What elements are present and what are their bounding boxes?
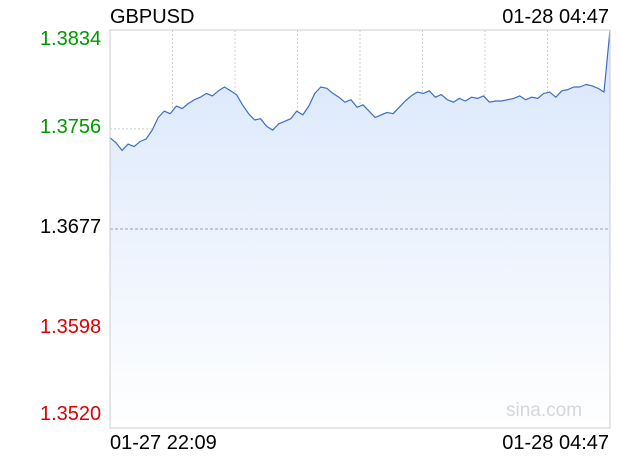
y-tick-label: 1.3834	[40, 28, 102, 50]
watermark: sina.com	[506, 400, 583, 421]
x-tick-label: 01-28 04:47	[502, 432, 609, 454]
chart-timestamp: 01-28 04:47	[502, 6, 609, 28]
chart-title: GBPUSD	[110, 6, 195, 28]
y-tick-label: 1.3520	[40, 403, 102, 425]
y-tick-label: 1.3756	[40, 116, 102, 138]
y-tick-label: 1.3677	[40, 216, 102, 238]
price-line	[109, 29, 611, 151]
x-tick-label: 01-27 22:09	[110, 432, 217, 454]
plot-frame	[109, 29, 611, 429]
y-tick-label: 1.3598	[40, 316, 102, 338]
